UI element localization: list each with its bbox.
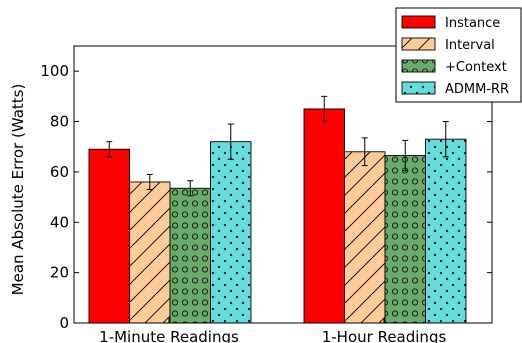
y-tick-label: 60 <box>50 163 69 181</box>
bar-instance-0 <box>88 148 130 324</box>
plot-frame <box>73 45 493 324</box>
legend-swatch <box>401 37 436 51</box>
legend-swatch <box>401 15 436 29</box>
x-category-label: 1-Minute Readings <box>99 328 239 343</box>
bar-interval-0 <box>129 181 171 324</box>
bar--context-1 <box>384 155 426 324</box>
y-tick-label: 0 <box>59 314 69 332</box>
y-tick-label: 80 <box>50 113 69 131</box>
bar-admm-rr-1 <box>425 138 467 324</box>
bar-admm-rr-0 <box>210 141 252 324</box>
legend-label: Instance <box>445 16 500 31</box>
legend-label: +Context <box>445 60 507 75</box>
bar-instance-1 <box>303 108 345 324</box>
bar--context-0 <box>169 187 211 324</box>
legend-swatch <box>401 81 436 95</box>
y-axis-label: Mean Absolute Error (Watts) <box>9 84 27 296</box>
y-tick-label: 100 <box>40 62 69 80</box>
y-tick-label: 20 <box>50 264 69 282</box>
legend-label: Interval <box>445 38 495 53</box>
x-category-label: 1-Hour Readings <box>322 328 447 343</box>
y-tick-label: 40 <box>50 213 69 231</box>
legend-swatch <box>401 59 436 73</box>
bar-interval-1 <box>344 151 386 324</box>
legend-label: ADMM-RR <box>445 82 509 97</box>
